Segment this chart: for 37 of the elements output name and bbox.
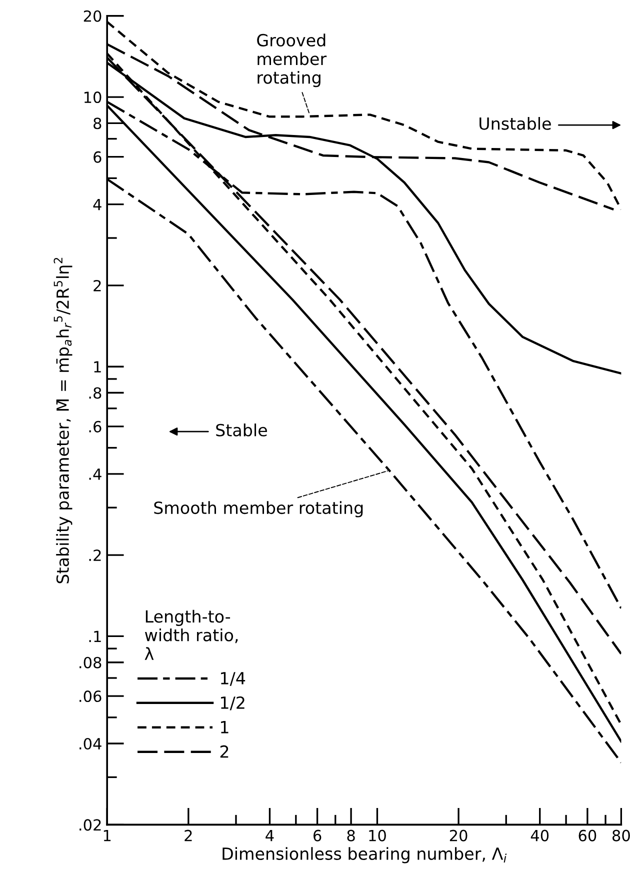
legend-label: 1/4 <box>221 672 246 686</box>
y-tick-label: 4 <box>93 198 102 210</box>
x-tick-label: 4 <box>266 830 274 842</box>
y-tick-label: 6 <box>94 151 102 163</box>
y-tick-label: .4 <box>89 468 102 480</box>
legend-title: Length-to- width ratio, λ <box>144 610 238 660</box>
legend-label: 1/2 <box>221 696 244 710</box>
y-tick-label: .8 <box>89 387 102 399</box>
y-tick-label: .02 <box>80 819 101 831</box>
y-tick-label: .6 <box>89 420 102 432</box>
x-tick-label: 2 <box>184 830 192 842</box>
text: Stability parameter, M̄ = m̄p$_{a}$h$_{r}$$^{5}$/2R$^{5}$lη$^{2}$ <box>54 258 72 584</box>
x-axis-title: Dimensionless bearing number, Λ$_{i}$ <box>222 847 507 864</box>
y-tick-label: .08 <box>80 656 102 668</box>
annotation: Unstable <box>480 117 551 130</box>
annotation: Stable <box>216 424 267 436</box>
y-tick-label: 8 <box>94 118 102 130</box>
x-tick-label: 6 <box>314 830 322 842</box>
legend-label: 2 <box>220 745 228 758</box>
y-tick-label: 20 <box>84 10 102 22</box>
x-tick-label: 60 <box>578 830 596 842</box>
y-tick-label: 2 <box>94 280 101 292</box>
annotation: Smooth member rotating <box>154 501 363 518</box>
y-tick-label: .06 <box>80 690 102 702</box>
x-tick-label: 8 <box>347 830 355 842</box>
y-tick-label: 1 <box>94 361 101 372</box>
y-tick-label: .1 <box>89 630 101 642</box>
y-tick-label: .04 <box>80 738 102 750</box>
y-tick-label: .2 <box>89 550 101 561</box>
x-tick-label: 80 <box>612 830 630 842</box>
legend-label: 1 <box>221 721 228 734</box>
x-tick-label: 40 <box>530 830 549 842</box>
x-tick-label: 10 <box>369 830 386 842</box>
x-tick-label: 20 <box>450 830 468 842</box>
annotation: Grooved member rotating <box>257 34 327 88</box>
x-tick-label: 1 <box>104 830 111 842</box>
y-tick-label: 10 <box>84 92 102 104</box>
